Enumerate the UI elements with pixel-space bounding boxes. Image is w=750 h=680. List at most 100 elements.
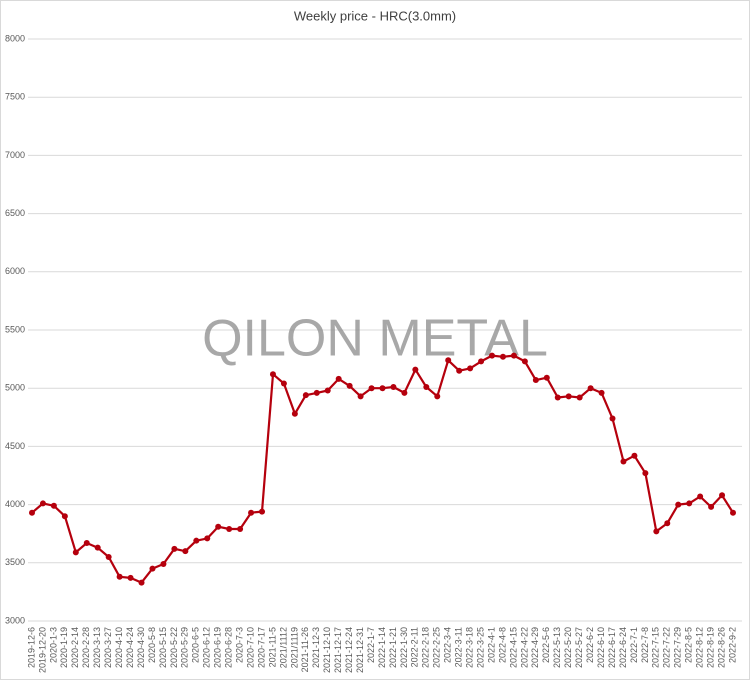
x-tick-label: 2020-2-28 <box>81 627 91 668</box>
data-point <box>423 384 430 391</box>
x-tick-label: 2020-7-10 <box>245 627 255 668</box>
x-tick-label: 2020-1-19 <box>59 627 69 668</box>
x-tick-label: 2022-3-18 <box>465 627 475 668</box>
x-tick-label: 2022-7-29 <box>673 627 683 668</box>
x-tick-label: 2022-1-7 <box>366 627 376 663</box>
data-point <box>291 410 298 417</box>
y-tick-label: 5500 <box>5 324 25 334</box>
data-point <box>620 458 627 465</box>
data-point <box>226 526 233 533</box>
x-tick-label: 2022-5-27 <box>574 627 584 668</box>
y-tick-label: 3000 <box>5 615 25 625</box>
data-point <box>116 573 123 580</box>
x-tick-label: 2022-1-14 <box>377 627 387 668</box>
x-tick-label: 2022-2-11 <box>410 627 420 667</box>
x-tick-label: 2020-4-10 <box>114 627 124 668</box>
watermark: QILON METAL <box>202 310 548 368</box>
data-point <box>653 528 660 535</box>
data-point <box>532 377 539 384</box>
data-point <box>346 382 353 389</box>
data-point <box>193 537 200 544</box>
x-tick-label: 2021/1119 <box>289 627 299 668</box>
x-tick-label: 2021-12-24 <box>344 627 354 673</box>
data-point <box>248 509 255 516</box>
x-tick-label: 2022-6-24 <box>618 627 628 668</box>
data-point <box>72 549 79 556</box>
data-point <box>29 509 35 516</box>
x-tick-label: 2020-6-12 <box>202 627 212 668</box>
x-tick-label: 2020-5-22 <box>169 627 179 668</box>
y-tick-label: 3500 <box>5 557 25 567</box>
data-point <box>127 574 134 581</box>
x-tick-label: 2019-12-20 <box>37 627 47 673</box>
x-tick-label: 2020-4-30 <box>136 627 146 668</box>
data-point <box>50 502 57 509</box>
data-point <box>390 384 397 391</box>
data-point <box>554 394 561 401</box>
data-point <box>313 389 320 396</box>
data-point <box>543 374 550 381</box>
x-tick-label: 2022-7-15 <box>651 627 661 668</box>
data-point <box>83 540 90 547</box>
x-tick-label: 2022-1-30 <box>399 627 409 668</box>
data-point <box>609 415 616 422</box>
x-tick-label: 2020-4-24 <box>125 627 135 668</box>
x-tick-label: 2019-12-6 <box>26 627 36 668</box>
data-point <box>335 375 342 382</box>
x-tick-label: 2020-5-15 <box>158 627 168 668</box>
x-tick-label: 2022-9-2 <box>727 627 737 663</box>
data-point <box>138 579 145 586</box>
x-tick-label: 2020-6-5 <box>191 627 201 663</box>
x-tick-label: 2022-3-11 <box>454 627 464 667</box>
data-point <box>324 387 331 394</box>
x-tick-label: 2022-2-25 <box>432 627 442 668</box>
x-tick-label: 2022-3-25 <box>475 627 485 668</box>
data-point <box>368 385 375 392</box>
x-tick-label: 2020-5-29 <box>180 627 190 668</box>
data-point <box>521 358 528 365</box>
data-point <box>576 394 583 401</box>
y-tick-label: 4000 <box>5 499 25 509</box>
data-point <box>675 501 682 508</box>
data-point <box>598 389 605 396</box>
data-point <box>467 365 474 372</box>
data-point <box>499 353 506 360</box>
x-tick-label: 2022-8-12 <box>695 627 705 668</box>
data-point <box>510 352 517 359</box>
x-tick-label: 2020-2-14 <box>70 627 80 668</box>
data-point <box>456 367 463 374</box>
y-tick-label: 8000 <box>5 33 25 43</box>
x-tick-label: 2022-8-19 <box>705 627 715 668</box>
x-tick-label: 2021-12-17 <box>333 627 343 673</box>
x-tick-label: 2022-2-18 <box>421 627 431 668</box>
x-tick-label: 2020-3-27 <box>103 627 113 668</box>
data-point <box>642 470 649 477</box>
data-point <box>39 500 46 507</box>
x-tick-label: 2022-3-4 <box>443 627 453 663</box>
data-point <box>631 452 638 459</box>
data-point <box>302 392 309 399</box>
data-point <box>412 366 419 373</box>
x-tick-label: 2022-4-1 <box>486 627 496 663</box>
x-tick-label: 2022-4-22 <box>519 627 529 668</box>
x-tick-label: 2021/1112 <box>278 627 288 668</box>
data-point <box>269 371 276 378</box>
data-point <box>445 357 452 364</box>
y-tick-label: 6500 <box>5 208 25 218</box>
data-point <box>730 509 736 516</box>
x-tick-label: 2020-7-3 <box>234 627 244 663</box>
y-tick-label: 6000 <box>5 266 25 276</box>
x-tick-label: 2022-1-21 <box>388 627 398 668</box>
x-tick-label: 2021-11-5 <box>267 627 277 667</box>
data-point <box>697 493 704 500</box>
x-tick-label: 2020-6-28 <box>224 627 234 668</box>
y-tick-label: 7500 <box>5 92 25 102</box>
x-tick-label: 2022-5-6 <box>541 627 551 663</box>
data-point <box>686 500 693 507</box>
data-point <box>182 548 189 555</box>
x-tick-label: 2021-12-31 <box>355 627 365 673</box>
data-point <box>105 553 112 560</box>
data-point <box>719 492 726 499</box>
